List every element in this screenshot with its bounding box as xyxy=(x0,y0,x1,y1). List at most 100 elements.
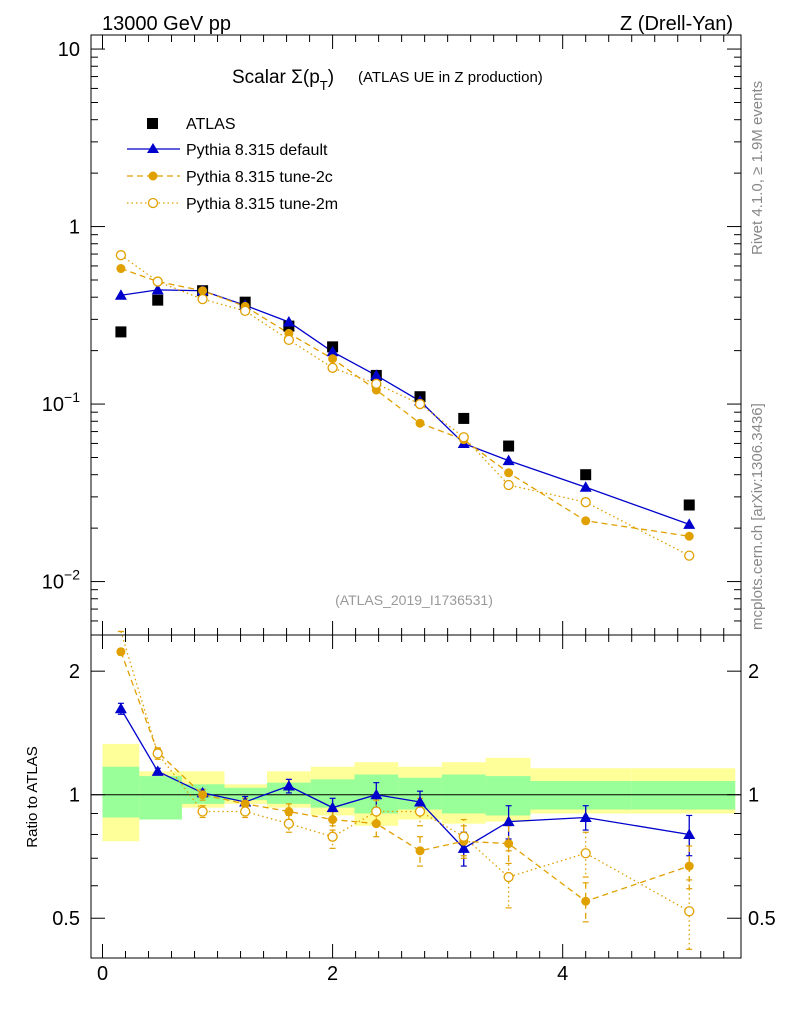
main-point-default xyxy=(326,345,339,357)
main-point-tune2m xyxy=(414,398,426,410)
ratio-point-tune2m xyxy=(371,806,382,817)
ratio-point-tune2c xyxy=(684,861,694,871)
main-point-default xyxy=(151,283,164,295)
legend-marker-default xyxy=(147,143,159,153)
mcplots-label: mcplots.cern.ch [arXiv:1306.3436] xyxy=(749,403,766,630)
legend-label-atlas: ATLAS xyxy=(186,116,236,133)
ratio-band-inner xyxy=(631,780,736,810)
ratio-point-default xyxy=(683,828,696,839)
title-close: ) xyxy=(328,67,334,88)
main-point-tune2m xyxy=(580,497,591,508)
main-series xyxy=(114,250,696,561)
ratio-point-tune2m xyxy=(503,871,514,883)
ratio-point-tune2m xyxy=(283,818,295,829)
ratio-band-inner xyxy=(530,780,632,810)
ratio-point-tune2c xyxy=(240,799,250,809)
x-tick-label: 4 xyxy=(557,963,568,985)
header-right: Z (Drell-Yan) xyxy=(620,13,733,35)
main-y-tick-label: 10−2 xyxy=(42,567,80,594)
ratio-axis-ticks: 2 2 1 1 0.5 0.5 xyxy=(52,661,776,959)
main-point-tune2m xyxy=(152,276,163,287)
header-left: 13000 GeV pp xyxy=(102,13,231,35)
title-main: Scalar Σ(p xyxy=(232,67,320,88)
main-point-default xyxy=(370,369,383,380)
chart-title: Scalar Σ(pT) xyxy=(232,67,334,93)
main-point-tune2m xyxy=(371,378,382,389)
main-point-tune2c xyxy=(684,531,694,541)
ratio-y-tick-label-right: 2 xyxy=(748,661,759,683)
ratio-point-default xyxy=(579,811,592,822)
ratio-point-tune2m xyxy=(152,748,163,759)
ratio-y-tick-label-left: 0.5 xyxy=(52,908,80,930)
ratio-y-tick-label-left: 1 xyxy=(69,785,80,807)
legend: ATLAS Pythia 8.315 default Pythia 8.315 … xyxy=(127,116,338,213)
ratio-y-label: Ratio to ATLAS xyxy=(24,746,41,847)
main-point-tune2c xyxy=(504,468,514,478)
main-point-default xyxy=(282,315,295,327)
ratio-point-tune2m xyxy=(327,831,338,842)
x-tick-label: 0 xyxy=(97,963,108,985)
main-point-tune2m xyxy=(327,362,338,373)
main-point-tune2c xyxy=(415,418,425,428)
ratio-band-inner xyxy=(102,766,140,818)
main-point-tune2c xyxy=(198,286,208,296)
ratio-band-inner xyxy=(224,787,268,801)
main-point-tune2c xyxy=(116,264,126,274)
ratio-point-tune2m xyxy=(197,806,208,817)
main-point-default xyxy=(579,481,592,492)
ratio-point-default xyxy=(457,842,470,853)
ratio-point-tune2m xyxy=(458,831,469,842)
ratio-point-default xyxy=(414,795,427,807)
main-point-data xyxy=(115,326,127,338)
ratio-y-tick-label-left: 2 xyxy=(69,661,80,683)
legend-label-tune2m: Pythia 8.315 tune-2m xyxy=(186,196,338,213)
main-axis-ticks: 10 1 10−1 10−2 xyxy=(42,39,741,636)
main-series-line-default xyxy=(120,289,690,525)
ratio-point-default xyxy=(370,788,383,800)
main-plot: 10 1 10−1 10−2 Scalar Σ(pT) (ATLAS UE in Z … xyxy=(42,34,742,636)
main-point-data xyxy=(580,469,592,481)
ratio-series-line-tune2c xyxy=(120,651,690,902)
ratio-point-tune2c xyxy=(284,807,294,817)
ratio-point-tune2c xyxy=(415,846,425,856)
main-y-tick-label: 1 xyxy=(69,217,80,239)
ratio-point-tune2m xyxy=(684,906,695,917)
legend-marker-tune2c xyxy=(148,171,158,181)
main-point-tune2c xyxy=(328,354,338,364)
legend-marker-atlas xyxy=(147,118,158,129)
title-suffix: (ATLAS UE in Z production) xyxy=(358,69,543,86)
legend-label-default: Pythia 8.315 default xyxy=(186,142,328,159)
ratio-point-default xyxy=(282,780,295,791)
main-point-tune2m xyxy=(684,550,695,561)
title-sub: T xyxy=(320,78,328,93)
ratio-y-tick-label-right: 1 xyxy=(748,785,759,807)
ratio-point-tune2m xyxy=(580,848,591,859)
ratio-series xyxy=(114,630,696,950)
main-point-data xyxy=(503,440,515,452)
ratio-point-default xyxy=(151,765,164,776)
ratio-frame xyxy=(90,634,742,959)
analysis-watermark: (ATLAS_2019_I1736531) xyxy=(335,592,493,608)
main-point-data xyxy=(152,294,164,306)
main-series-line-tune2c xyxy=(120,267,690,537)
ratio-point-tune2m xyxy=(414,806,426,817)
ratio-point-tune2c xyxy=(116,647,126,657)
ratio-point-tune2c xyxy=(328,815,338,825)
x-tick-label: 2 xyxy=(327,963,338,985)
main-point-default xyxy=(502,454,515,466)
main-point-default xyxy=(114,289,127,300)
main-point-data xyxy=(683,499,695,511)
rivet-label: Rivet 4.1.0, ≥ 1.9M events xyxy=(749,81,766,255)
main-point-tune2m xyxy=(458,432,469,443)
ratio-band-inner xyxy=(139,776,182,820)
ratio-series-line-default xyxy=(120,708,690,850)
main-point-tune2m xyxy=(283,334,295,346)
ratio-y-tick-label-right: 0.5 xyxy=(748,908,776,930)
ratio-point-tune2m xyxy=(240,806,251,817)
ratio-point-default xyxy=(502,815,515,827)
main-point-tune2c xyxy=(581,516,591,526)
ratio-point-tune2c xyxy=(371,819,381,829)
ratio-plot: 2 2 1 1 0.5 0.5 Ratio to ATLAS xyxy=(24,630,776,959)
ratio-band-inner xyxy=(441,774,486,814)
